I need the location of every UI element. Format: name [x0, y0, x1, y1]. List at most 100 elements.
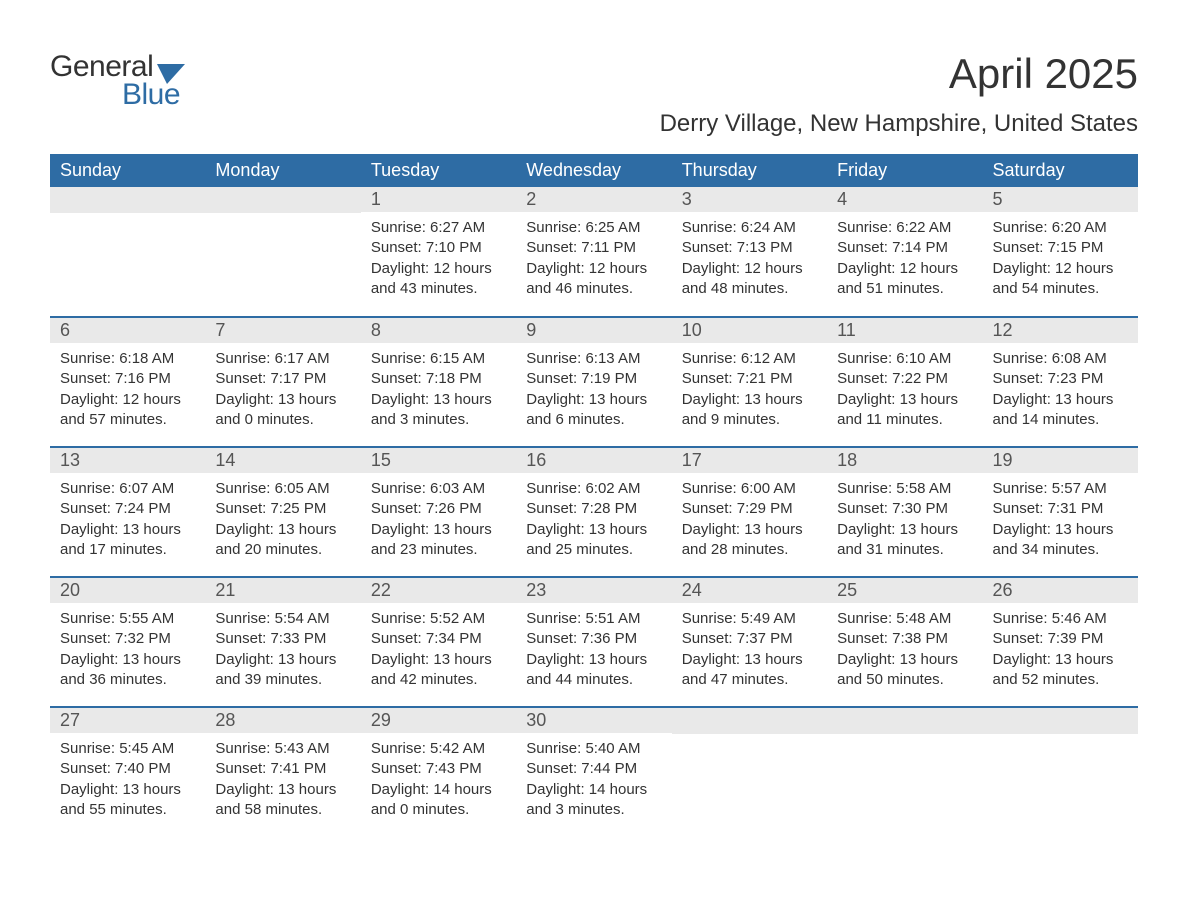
sunset-line: Sunset: 7:40 PM — [60, 759, 195, 779]
daylight-line: Daylight: 12 hours and 57 minutes. — [60, 390, 195, 431]
day-body: Sunrise: 5:57 AMSunset: 7:31 PMDaylight:… — [983, 473, 1138, 570]
calendar-day-cell: 19Sunrise: 5:57 AMSunset: 7:31 PMDayligh… — [983, 447, 1138, 577]
day-number: 18 — [827, 448, 982, 473]
day-number: 2 — [516, 187, 671, 212]
day-body: Sunrise: 5:49 AMSunset: 7:37 PMDaylight:… — [672, 603, 827, 700]
daylight-line: Daylight: 13 hours and 28 minutes. — [682, 520, 817, 561]
day-number — [672, 708, 827, 734]
sunrise-line: Sunrise: 6:10 AM — [837, 349, 972, 369]
calendar-day-cell: 22Sunrise: 5:52 AMSunset: 7:34 PMDayligh… — [361, 577, 516, 707]
calendar-day-cell: 21Sunrise: 5:54 AMSunset: 7:33 PMDayligh… — [205, 577, 360, 707]
sunrise-line: Sunrise: 5:58 AM — [837, 479, 972, 499]
day-body: Sunrise: 6:02 AMSunset: 7:28 PMDaylight:… — [516, 473, 671, 570]
calendar-week-row: 6Sunrise: 6:18 AMSunset: 7:16 PMDaylight… — [50, 317, 1138, 447]
day-number: 20 — [50, 578, 205, 603]
calendar-day-cell: 6Sunrise: 6:18 AMSunset: 7:16 PMDaylight… — [50, 317, 205, 447]
calendar-day-cell: 17Sunrise: 6:00 AMSunset: 7:29 PMDayligh… — [672, 447, 827, 577]
daylight-line: Daylight: 13 hours and 25 minutes. — [526, 520, 661, 561]
calendar-day-cell: 24Sunrise: 5:49 AMSunset: 7:37 PMDayligh… — [672, 577, 827, 707]
day-body: Sunrise: 5:43 AMSunset: 7:41 PMDaylight:… — [205, 733, 360, 830]
day-number: 10 — [672, 318, 827, 343]
weekday-header: Tuesday — [361, 154, 516, 187]
calendar-day-cell: 20Sunrise: 5:55 AMSunset: 7:32 PMDayligh… — [50, 577, 205, 707]
calendar-day-cell: 25Sunrise: 5:48 AMSunset: 7:38 PMDayligh… — [827, 577, 982, 707]
sunset-line: Sunset: 7:41 PM — [215, 759, 350, 779]
day-number: 8 — [361, 318, 516, 343]
sunrise-line: Sunrise: 5:55 AM — [60, 609, 195, 629]
day-number: 14 — [205, 448, 360, 473]
sunrise-line: Sunrise: 6:13 AM — [526, 349, 661, 369]
daylight-line: Daylight: 13 hours and 17 minutes. — [60, 520, 195, 561]
calendar-day-cell: 26Sunrise: 5:46 AMSunset: 7:39 PMDayligh… — [983, 577, 1138, 707]
weekday-header: Saturday — [983, 154, 1138, 187]
calendar-day-cell: 10Sunrise: 6:12 AMSunset: 7:21 PMDayligh… — [672, 317, 827, 447]
daylight-line: Daylight: 13 hours and 34 minutes. — [993, 520, 1128, 561]
sunset-line: Sunset: 7:10 PM — [371, 238, 506, 258]
sunset-line: Sunset: 7:18 PM — [371, 369, 506, 389]
day-body: Sunrise: 6:25 AMSunset: 7:11 PMDaylight:… — [516, 212, 671, 309]
sunset-line: Sunset: 7:25 PM — [215, 499, 350, 519]
calendar-day-cell: 23Sunrise: 5:51 AMSunset: 7:36 PMDayligh… — [516, 577, 671, 707]
day-body: Sunrise: 6:03 AMSunset: 7:26 PMDaylight:… — [361, 473, 516, 570]
day-number: 30 — [516, 708, 671, 733]
sunrise-line: Sunrise: 6:12 AM — [682, 349, 817, 369]
logo: General Blue — [50, 50, 185, 112]
daylight-line: Daylight: 13 hours and 6 minutes. — [526, 390, 661, 431]
calendar-day-cell: 14Sunrise: 6:05 AMSunset: 7:25 PMDayligh… — [205, 447, 360, 577]
calendar-day-cell: 12Sunrise: 6:08 AMSunset: 7:23 PMDayligh… — [983, 317, 1138, 447]
day-number — [983, 708, 1138, 734]
daylight-line: Daylight: 13 hours and 50 minutes. — [837, 650, 972, 691]
weekday-header: Friday — [827, 154, 982, 187]
daylight-line: Daylight: 14 hours and 0 minutes. — [371, 780, 506, 821]
title-block: April 2025 Derry Village, New Hampshire,… — [660, 50, 1138, 138]
daylight-line: Daylight: 13 hours and 44 minutes. — [526, 650, 661, 691]
sunrise-line: Sunrise: 5:42 AM — [371, 739, 506, 759]
calendar-day-cell: 13Sunrise: 6:07 AMSunset: 7:24 PMDayligh… — [50, 447, 205, 577]
calendar-week-row: 1Sunrise: 6:27 AMSunset: 7:10 PMDaylight… — [50, 187, 1138, 317]
sunset-line: Sunset: 7:19 PM — [526, 369, 661, 389]
calendar-day-cell — [50, 187, 205, 317]
day-number: 11 — [827, 318, 982, 343]
day-body: Sunrise: 6:13 AMSunset: 7:19 PMDaylight:… — [516, 343, 671, 440]
calendar-day-cell: 15Sunrise: 6:03 AMSunset: 7:26 PMDayligh… — [361, 447, 516, 577]
weekday-header: Thursday — [672, 154, 827, 187]
calendar-day-cell: 2Sunrise: 6:25 AMSunset: 7:11 PMDaylight… — [516, 187, 671, 317]
sunrise-line: Sunrise: 5:52 AM — [371, 609, 506, 629]
weekday-header: Wednesday — [516, 154, 671, 187]
calendar-day-cell: 18Sunrise: 5:58 AMSunset: 7:30 PMDayligh… — [827, 447, 982, 577]
daylight-line: Daylight: 13 hours and 55 minutes. — [60, 780, 195, 821]
sunset-line: Sunset: 7:16 PM — [60, 369, 195, 389]
day-number: 22 — [361, 578, 516, 603]
sunset-line: Sunset: 7:21 PM — [682, 369, 817, 389]
calendar-day-cell: 7Sunrise: 6:17 AMSunset: 7:17 PMDaylight… — [205, 317, 360, 447]
daylight-line: Daylight: 12 hours and 54 minutes. — [993, 259, 1128, 300]
daylight-line: Daylight: 13 hours and 52 minutes. — [993, 650, 1128, 691]
day-body: Sunrise: 6:18 AMSunset: 7:16 PMDaylight:… — [50, 343, 205, 440]
calendar-day-cell — [827, 707, 982, 837]
sunrise-line: Sunrise: 6:15 AM — [371, 349, 506, 369]
daylight-line: Daylight: 13 hours and 31 minutes. — [837, 520, 972, 561]
location: Derry Village, New Hampshire, United Sta… — [660, 110, 1138, 138]
day-number: 4 — [827, 187, 982, 212]
sunset-line: Sunset: 7:34 PM — [371, 629, 506, 649]
weekday-header: Sunday — [50, 154, 205, 187]
calendar-week-row: 20Sunrise: 5:55 AMSunset: 7:32 PMDayligh… — [50, 577, 1138, 707]
calendar-week-row: 27Sunrise: 5:45 AMSunset: 7:40 PMDayligh… — [50, 707, 1138, 837]
sunset-line: Sunset: 7:31 PM — [993, 499, 1128, 519]
daylight-line: Daylight: 13 hours and 36 minutes. — [60, 650, 195, 691]
sunset-line: Sunset: 7:24 PM — [60, 499, 195, 519]
day-number — [827, 708, 982, 734]
sunrise-line: Sunrise: 6:25 AM — [526, 218, 661, 238]
sunset-line: Sunset: 7:15 PM — [993, 238, 1128, 258]
day-body: Sunrise: 6:08 AMSunset: 7:23 PMDaylight:… — [983, 343, 1138, 440]
calendar-day-cell: 5Sunrise: 6:20 AMSunset: 7:15 PMDaylight… — [983, 187, 1138, 317]
calendar-day-cell: 3Sunrise: 6:24 AMSunset: 7:13 PMDaylight… — [672, 187, 827, 317]
daylight-line: Daylight: 13 hours and 0 minutes. — [215, 390, 350, 431]
calendar-day-cell: 27Sunrise: 5:45 AMSunset: 7:40 PMDayligh… — [50, 707, 205, 837]
sunrise-line: Sunrise: 6:00 AM — [682, 479, 817, 499]
day-body: Sunrise: 6:20 AMSunset: 7:15 PMDaylight:… — [983, 212, 1138, 309]
sunset-line: Sunset: 7:29 PM — [682, 499, 817, 519]
day-number: 5 — [983, 187, 1138, 212]
sunset-line: Sunset: 7:28 PM — [526, 499, 661, 519]
sunset-line: Sunset: 7:13 PM — [682, 238, 817, 258]
